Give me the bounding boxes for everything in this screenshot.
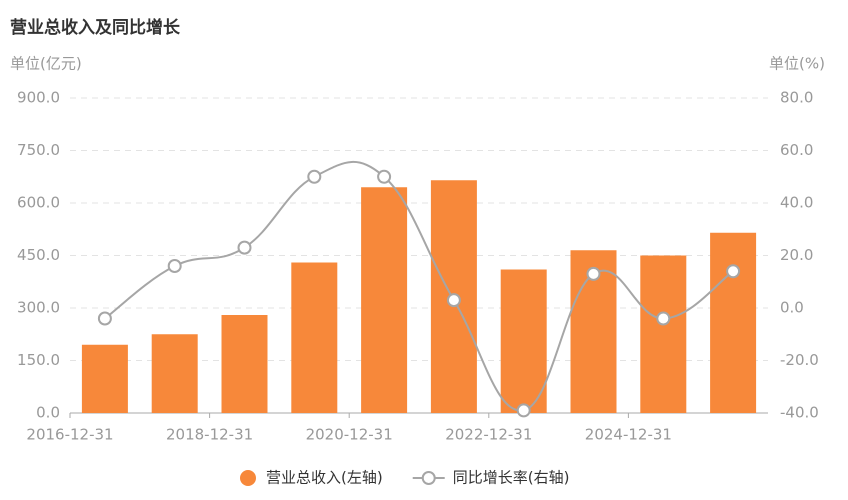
legend-label: 同比增长率(右轴) xyxy=(453,469,570,487)
line-point xyxy=(97,311,112,326)
line-point xyxy=(377,169,392,184)
y2-tick-label: 0.0 xyxy=(780,299,804,317)
y2-tick-label: 20.0 xyxy=(780,246,813,264)
x-tick-label: 2022-12-31 xyxy=(445,426,532,444)
y2-tick-label: 60.0 xyxy=(780,141,813,159)
bar xyxy=(640,255,687,413)
y2-unit: 单位(%) xyxy=(769,55,825,73)
bar xyxy=(291,262,338,413)
line-point xyxy=(307,169,322,184)
y-tick-label: 750.0 xyxy=(17,141,60,159)
bar xyxy=(151,334,198,413)
line-point xyxy=(656,311,671,326)
y-tick-label: 0.0 xyxy=(36,404,60,422)
bar xyxy=(221,315,268,413)
bar xyxy=(361,187,408,413)
legend-marker xyxy=(240,470,256,486)
y2-tick-label: -40.0 xyxy=(780,404,819,422)
line-point xyxy=(237,240,252,255)
y-unit: 单位(亿元) xyxy=(10,55,82,73)
y-tick-label: 300.0 xyxy=(17,299,60,317)
line-point xyxy=(516,403,531,418)
bar xyxy=(81,344,128,413)
chart-title: 营业总收入及同比增长 xyxy=(10,17,181,38)
y-tick-label: 450.0 xyxy=(17,246,60,264)
line-point xyxy=(167,259,182,273)
x-tick-label: 2024-12-31 xyxy=(585,426,672,444)
y2-tick-label: 80.0 xyxy=(780,89,813,107)
line-point xyxy=(726,264,741,279)
x-tick-label: 2020-12-31 xyxy=(306,426,393,444)
y2-tick-label: 40.0 xyxy=(780,194,813,212)
y-tick-label: 900.0 xyxy=(17,89,60,107)
y-tick-label: 600.0 xyxy=(17,194,60,212)
line xyxy=(104,161,734,412)
legend-marker xyxy=(421,471,436,485)
bar xyxy=(710,232,757,413)
line-point xyxy=(586,266,601,281)
line-point xyxy=(446,293,461,308)
bar xyxy=(500,269,547,413)
y-tick-label: 150.0 xyxy=(17,351,60,369)
x-tick-label: 2018-12-31 xyxy=(166,426,253,444)
legend-label: 营业总收入(左轴) xyxy=(266,469,383,487)
x-tick-label: 2016-12-31 xyxy=(26,426,113,444)
y2-tick-label: -20.0 xyxy=(780,351,819,369)
